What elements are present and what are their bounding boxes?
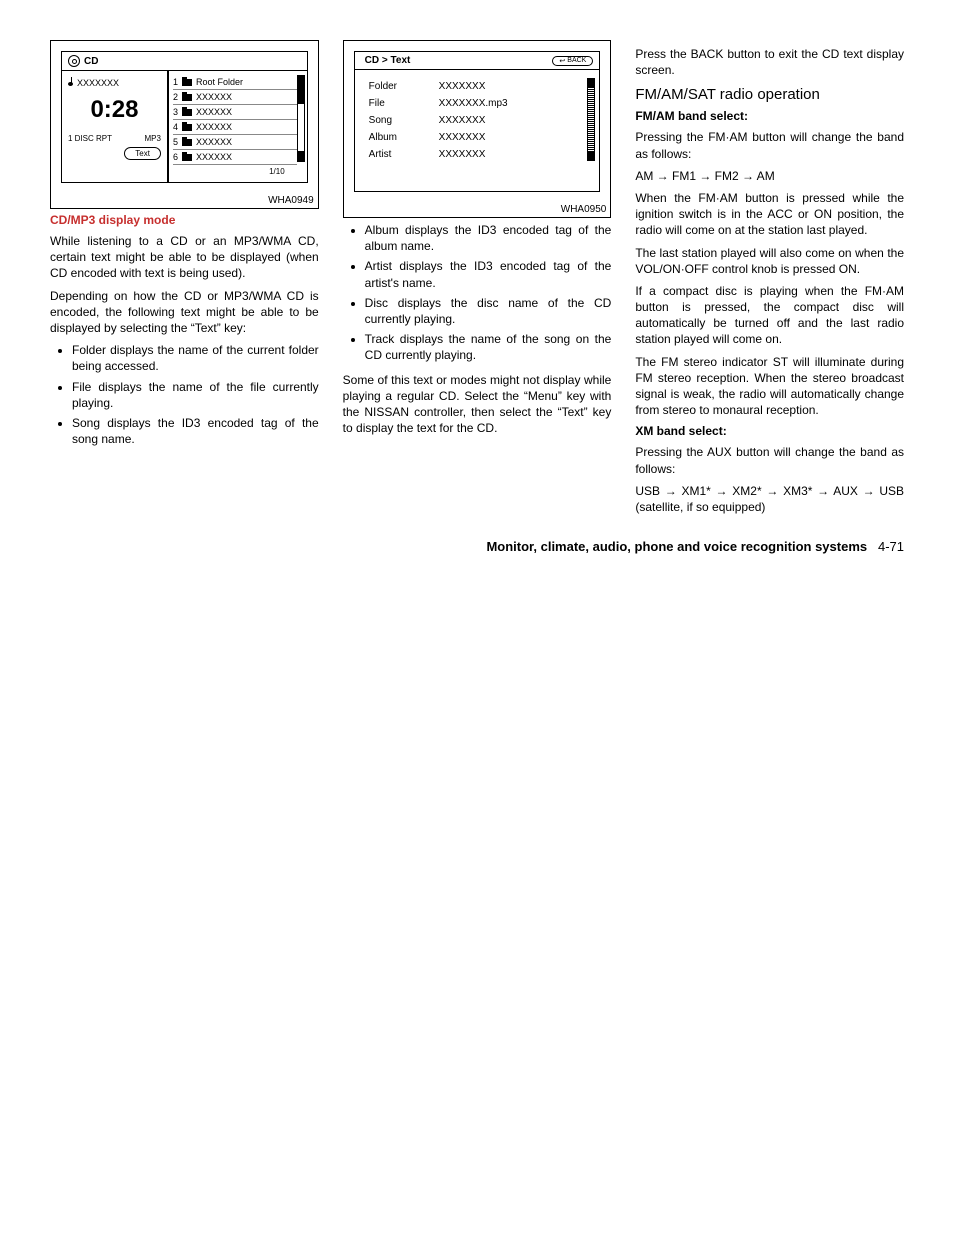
- bullet-list: Album displays the ID3 encoded tag of th…: [343, 222, 612, 364]
- folder-row[interactable]: 2XXXXXX: [173, 90, 297, 105]
- scroll-arrow-up[interactable]: [298, 76, 304, 86]
- cd-header: CD: [62, 52, 307, 71]
- page-footer: Monitor, climate, audio, phone and voice…: [50, 539, 904, 554]
- text-header: CD > Text ↩ BACK: [355, 52, 600, 70]
- folder-row[interactable]: 5XXXXXX: [173, 135, 297, 150]
- footer-section: Monitor, climate, audio, phone and voice…: [486, 539, 867, 554]
- text-info-row: AlbumXXXXXXX: [369, 129, 586, 146]
- folder-row[interactable]: 4XXXXXX: [173, 120, 297, 135]
- elapsed-time: 0:28: [68, 96, 161, 124]
- folder-icon: [182, 124, 192, 131]
- body-text: When the FM·AM button is pressed while t…: [635, 190, 904, 239]
- heading-xm-band: XM band select:: [635, 424, 904, 438]
- music-note-icon: [68, 77, 75, 86]
- text-info-row: SongXXXXXXX: [369, 112, 586, 129]
- folder-icon: [182, 79, 192, 86]
- list-item: Artist displays the ID3 encoded tag of t…: [365, 258, 612, 290]
- page-columns: CD XXXXXXX 0:28 1 DISC RPT MP3: [50, 40, 904, 521]
- folder-list: 1Root Folder2XXXXXX3XXXXXX4XXXXXX5XXXXXX…: [173, 75, 297, 165]
- back-button[interactable]: ↩ BACK: [552, 56, 593, 66]
- body-text: Pressing the AUX button will change the …: [635, 444, 904, 476]
- heading-radio-operation: FM/AM/SAT radio operation: [635, 86, 904, 103]
- folder-row[interactable]: 6XXXXXX: [173, 150, 297, 165]
- body-text: Press the BACK button to exit the CD tex…: [635, 46, 904, 78]
- cd-header-text: CD: [84, 56, 98, 67]
- body-text: If a compact disc is playing when the FM…: [635, 283, 904, 348]
- figure-label: WHA0950: [344, 202, 611, 217]
- list-item: Album displays the ID3 encoded tag of th…: [365, 222, 612, 254]
- figure-label: WHA0949: [51, 193, 318, 208]
- body-text: Some of this text or modes might not dis…: [343, 372, 612, 437]
- text-info-row: FolderXXXXXXX: [369, 78, 586, 95]
- scrollbar[interactable]: [587, 78, 595, 161]
- list-item: Song displays the ID3 encoded tag of the…: [72, 415, 319, 447]
- text-info-rows: FolderXXXXXXXFileXXXXXXX.mp3SongXXXXXXXA…: [369, 78, 586, 163]
- column-1: CD XXXXXXX 0:28 1 DISC RPT MP3: [50, 40, 319, 521]
- column-2: CD > Text ↩ BACK FolderXXXXXXXFileXXXXXX…: [343, 40, 612, 521]
- heading-fm-am-band: FM/AM band select:: [635, 109, 904, 123]
- back-arrow-icon: ↩: [559, 57, 565, 65]
- footer-page-number: 4-71: [878, 539, 904, 554]
- scroll-arrow-up[interactable]: [588, 79, 594, 87]
- band-sequence: USB → XM1* → XM2* → XM3* → AUX → USB (sa…: [635, 483, 904, 515]
- mode-row: 1 DISC RPT MP3: [68, 134, 161, 143]
- folder-row[interactable]: 1Root Folder: [173, 75, 297, 90]
- disc-icon: [68, 55, 80, 67]
- body-text: Depending on how the CD or MP3/WMA CD is…: [50, 288, 319, 337]
- band-sequence: AM → FM1 → FM2 → AM: [635, 168, 904, 184]
- body-text: While listening to a CD or an MP3/WMA CD…: [50, 233, 319, 282]
- track-title: XXXXXXX: [68, 77, 161, 88]
- folder-row[interactable]: 3XXXXXX: [173, 105, 297, 120]
- horizontal-scrollbar[interactable]: [369, 173, 586, 179]
- list-item: Track displays the name of the song on t…: [365, 331, 612, 363]
- heading-cd-mp3: CD/MP3 display mode: [50, 213, 319, 227]
- folder-icon: [182, 94, 192, 101]
- body-text: Pressing the FM·AM button will change th…: [635, 129, 904, 161]
- list-item: Folder displays the name of the current …: [72, 342, 319, 374]
- folder-icon: [182, 139, 192, 146]
- text-info-row: ArtistXXXXXXX: [369, 146, 586, 163]
- text-info-row: FileXXXXXXX.mp3: [369, 95, 586, 112]
- body-text: The last station played will also come o…: [635, 245, 904, 277]
- page-count: 1/10: [173, 165, 297, 178]
- scroll-arrow-down[interactable]: [298, 151, 304, 161]
- list-item: File displays the name of the file curre…: [72, 379, 319, 411]
- bullet-list: Folder displays the name of the current …: [50, 342, 319, 447]
- scrollbar[interactable]: [297, 75, 305, 162]
- figure-text-screen: CD > Text ↩ BACK FolderXXXXXXXFileXXXXXX…: [343, 40, 612, 218]
- column-3: Press the BACK button to exit the CD tex…: [635, 40, 904, 521]
- scroll-thumb[interactable]: [588, 87, 594, 152]
- folder-icon: [182, 109, 192, 116]
- folder-icon: [182, 154, 192, 161]
- scroll-thumb[interactable]: [298, 86, 304, 104]
- scroll-arrow-down[interactable]: [588, 152, 594, 160]
- text-button[interactable]: Text: [124, 147, 161, 160]
- figure-cd-screen: CD XXXXXXX 0:28 1 DISC RPT MP3: [50, 40, 319, 209]
- body-text: The FM stereo indicator ST will illumina…: [635, 354, 904, 419]
- list-item: Disc displays the disc name of the CD cu…: [365, 295, 612, 327]
